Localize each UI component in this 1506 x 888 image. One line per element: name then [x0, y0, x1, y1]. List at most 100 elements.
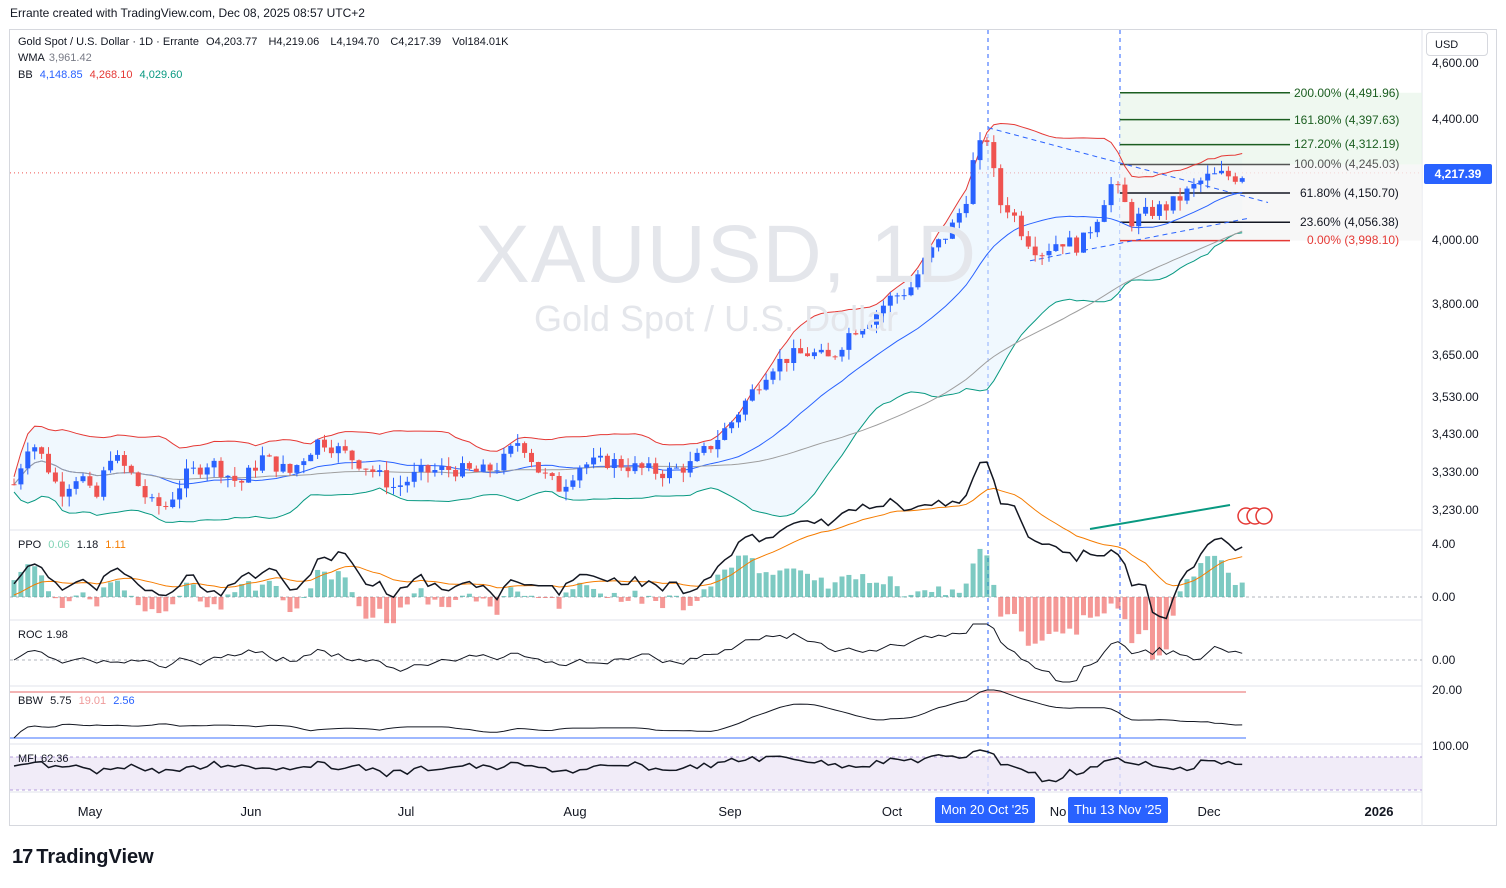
ppo-histogram-bar	[915, 591, 921, 597]
ppo-histogram-bar	[1122, 597, 1128, 620]
ppo-histogram-bar	[791, 568, 797, 597]
candle-body	[625, 467, 631, 472]
ppo-histogram-bar	[729, 567, 735, 597]
candle-body	[915, 274, 921, 288]
ppo-histogram-bar	[632, 590, 638, 597]
candle-body	[929, 247, 935, 258]
x-axis-label: Aug	[563, 804, 587, 819]
candle-body	[46, 453, 51, 473]
candle-body	[646, 463, 652, 468]
ppo-histogram-bar	[1039, 597, 1045, 641]
ppo-histogram-bar	[522, 595, 528, 597]
ppo-histogram-bar	[1032, 597, 1038, 644]
candle-body	[501, 453, 507, 471]
candle-body	[487, 464, 493, 471]
candle-body	[156, 497, 162, 506]
candle-body	[984, 140, 990, 143]
ppo-histogram-bar	[618, 597, 624, 602]
ppo-histogram-bar	[535, 597, 541, 598]
candle-body	[515, 443, 521, 446]
ppo-histogram-bar	[411, 593, 417, 597]
ppo-histogram-bar	[494, 597, 500, 615]
ppo-histogram-bar	[825, 588, 831, 597]
ppo-signal-line	[13, 487, 1243, 596]
candle-body	[680, 467, 686, 473]
ppo-histogram-bar	[653, 597, 659, 601]
ppo-histogram-bar	[18, 571, 24, 597]
ppo-histogram-bar	[1177, 591, 1183, 597]
candle-body	[508, 445, 514, 454]
ppo-histogram-bar	[1129, 597, 1135, 644]
ppo-histogram-bar	[377, 597, 383, 609]
ppo-histogram-bar	[370, 597, 376, 618]
ppo-histogram-bar	[811, 580, 817, 597]
triangle-support-line	[1029, 217, 1251, 262]
candle-body	[115, 455, 120, 461]
candle-body	[805, 353, 810, 357]
ppo-histogram-bar	[680, 597, 686, 611]
price-axis-label: 3,650.00	[1432, 348, 1479, 362]
ppo-histogram-bar	[832, 582, 838, 597]
chart-frame	[9, 29, 1497, 826]
candle-body	[266, 455, 272, 457]
ppo-histogram-bar	[722, 569, 728, 597]
fib-label: 23.60% (4,056.38)	[1300, 215, 1399, 229]
candle-body	[87, 476, 93, 486]
ppo-histogram-bar	[805, 573, 810, 597]
fib-zone-upper	[1120, 92, 1422, 165]
ppo-histogram-bar	[1219, 560, 1224, 597]
candle-body	[239, 480, 245, 483]
candle-body	[1074, 237, 1080, 253]
tradingview-logo[interactable]: 17 TradingView	[12, 846, 154, 868]
candle-body	[1046, 250, 1052, 256]
ppo-histogram-bar	[363, 597, 369, 619]
ppo-histogram-bar	[977, 548, 983, 597]
ppo-histogram-bar	[328, 579, 334, 597]
candle-body	[411, 471, 417, 482]
candle-body	[1136, 213, 1142, 227]
candle-body	[729, 422, 735, 429]
candle-body	[1163, 204, 1169, 211]
ppo-histogram-bar	[556, 597, 562, 609]
ppo-histogram-bar	[225, 594, 231, 597]
candle-body	[694, 452, 700, 462]
candle-body	[1094, 221, 1100, 233]
ppo-histogram-bar	[584, 585, 590, 597]
candle-body	[1170, 196, 1176, 211]
candle-body	[322, 439, 327, 448]
price-axis-label: 3,330.00	[1432, 465, 1479, 479]
candle-body	[860, 328, 866, 335]
currency-selector[interactable]: USD	[1426, 32, 1488, 56]
candle-body	[1018, 215, 1024, 237]
candle-body	[494, 470, 500, 472]
candle-body	[763, 379, 769, 390]
candle-body	[604, 455, 610, 468]
x-axis-label: Sep	[718, 804, 742, 819]
candle-body	[280, 463, 286, 472]
ppo-histogram-bar	[239, 583, 245, 597]
candle-body	[1025, 236, 1031, 247]
ppo-histogram-bar	[1170, 597, 1176, 616]
ppo-histogram-bar	[549, 597, 555, 598]
ppo-histogram-bar	[446, 597, 452, 608]
ppo-histogram-bar	[1150, 597, 1155, 660]
candle-body	[149, 497, 155, 499]
candle-body	[1122, 184, 1128, 203]
ppo-histogram-bar	[101, 587, 107, 597]
ppo-histogram-bar	[860, 574, 866, 597]
ppo-histogram-bar	[1094, 597, 1100, 617]
candle-body	[1012, 212, 1017, 216]
ppo-histogram-bar	[87, 597, 93, 600]
candle-body	[791, 348, 797, 363]
tradingview-logo-icon: 17	[12, 846, 33, 868]
candle-body	[32, 447, 38, 452]
wma-legend: WMA 3,961.42	[18, 52, 92, 64]
ppo-legend: PPO 0.06 1.18 1.11	[18, 539, 126, 551]
candle-body	[184, 468, 189, 489]
ppo-histogram-bar	[487, 597, 493, 607]
candle-body	[301, 461, 307, 466]
ppo-histogram-bar	[190, 584, 196, 597]
ppo-histogram-bar	[777, 570, 783, 597]
candle-body	[1005, 205, 1011, 213]
